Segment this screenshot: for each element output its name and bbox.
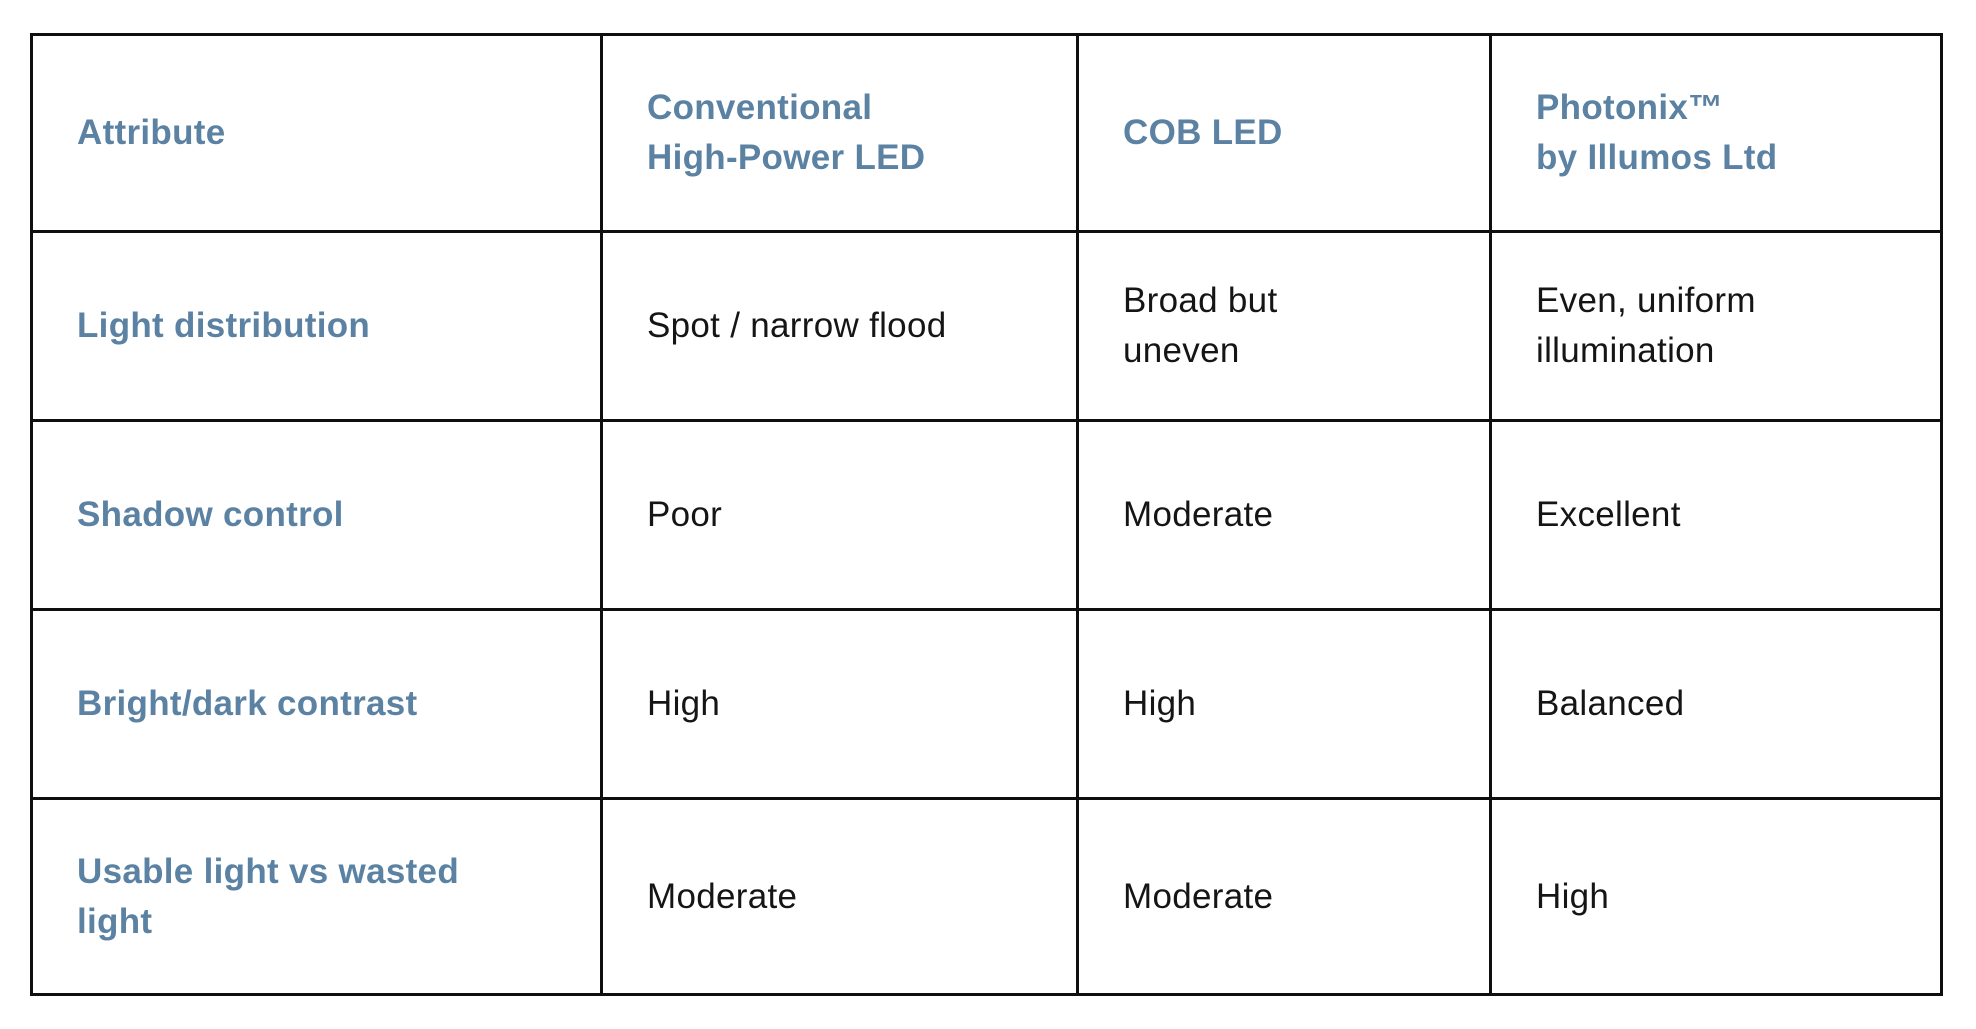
row-header-usable-light: Usable light vs wasted light: [30, 797, 603, 996]
cell-shadow-control-photonix: Excellent: [1489, 419, 1943, 611]
cell-light-distribution-conventional: Spot / narrow flood: [600, 230, 1079, 422]
led-comparison-table: Attribute Conventional High-Power LED CO…: [30, 33, 1943, 996]
table-row: Shadow control Poor Moderate Excellent: [30, 419, 1943, 611]
column-header-photonix: Photonix™ by Illumos Ltd: [1489, 33, 1943, 233]
table-row: Bright/dark contrast High High Balanced: [30, 608, 1943, 800]
cell-shadow-control-cob: Moderate: [1076, 419, 1492, 611]
cell-light-distribution-cob: Broad but uneven: [1076, 230, 1492, 422]
column-header-attribute: Attribute: [30, 33, 603, 233]
table-row: Light distribution Spot / narrow flood B…: [30, 230, 1943, 422]
column-header-cob-led: COB LED: [1076, 33, 1492, 233]
row-header-light-distribution: Light distribution: [30, 230, 603, 422]
cell-shadow-control-conventional: Poor: [600, 419, 1079, 611]
column-header-conventional-led: Conventional High-Power LED: [600, 33, 1079, 233]
cell-usable-light-conventional: Moderate: [600, 797, 1079, 996]
row-header-shadow-control: Shadow control: [30, 419, 603, 611]
cell-contrast-conventional: High: [600, 608, 1079, 800]
cell-contrast-photonix: Balanced: [1489, 608, 1943, 800]
cell-usable-light-cob: Moderate: [1076, 797, 1492, 996]
cell-usable-light-photonix: High: [1489, 797, 1943, 996]
row-header-bright-dark-contrast: Bright/dark contrast: [30, 608, 603, 800]
cell-contrast-cob: High: [1076, 608, 1492, 800]
table-header-row: Attribute Conventional High-Power LED CO…: [30, 33, 1943, 233]
table-row: Usable light vs wasted light Moderate Mo…: [30, 797, 1943, 996]
cell-light-distribution-photonix: Even, uniform illumination: [1489, 230, 1943, 422]
